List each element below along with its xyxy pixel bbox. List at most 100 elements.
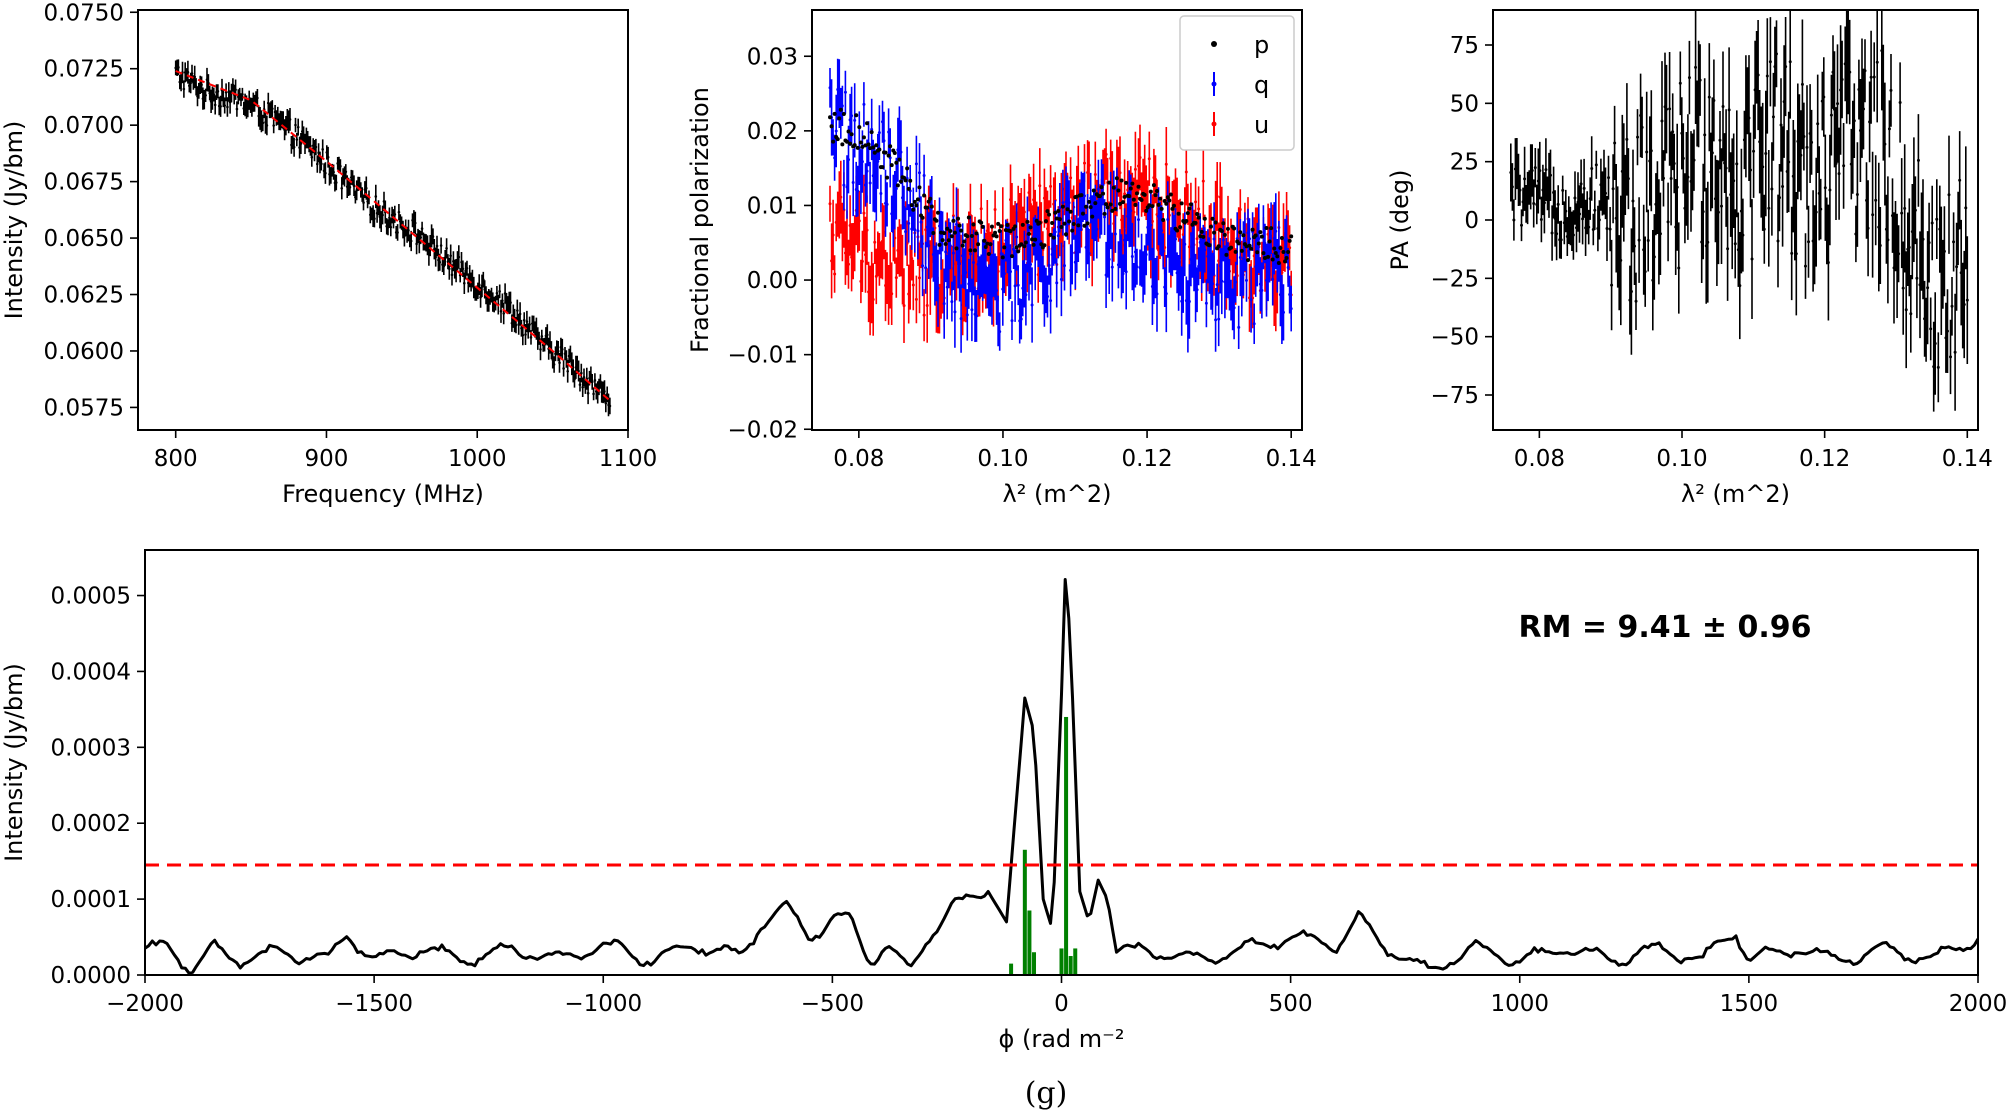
data-point xyxy=(1224,252,1229,257)
data-point xyxy=(1053,210,1058,215)
y-tick-label: 75 xyxy=(1450,33,1479,59)
data-point xyxy=(868,146,873,151)
data-point xyxy=(1148,189,1153,194)
data-point xyxy=(972,248,977,253)
data-point xyxy=(1133,202,1138,207)
data-point xyxy=(1273,251,1278,256)
y-axis-label: Intensity (Jy/bm) xyxy=(0,663,28,862)
data-point xyxy=(1080,211,1085,216)
data-point xyxy=(1108,202,1113,207)
data-point xyxy=(903,178,908,183)
data-point xyxy=(1199,229,1204,234)
data-point xyxy=(1026,231,1031,236)
x-tick-label: 0.08 xyxy=(1514,446,1565,472)
y-tick-label: 0.0002 xyxy=(51,811,131,837)
y-tick-label: 0.0575 xyxy=(44,395,124,421)
data-point xyxy=(889,163,894,168)
data-point xyxy=(1085,221,1090,226)
data-point xyxy=(1000,255,1005,260)
data-point xyxy=(1161,217,1166,222)
data-point xyxy=(1099,185,1104,190)
data-point xyxy=(1239,248,1244,253)
data-point xyxy=(1151,183,1156,188)
data-point xyxy=(1193,221,1198,226)
data-point xyxy=(1074,194,1079,199)
axes-frame xyxy=(811,9,1303,431)
y-tick-label: 0.0675 xyxy=(44,170,124,196)
data-point xyxy=(865,121,870,126)
data-point xyxy=(912,199,917,204)
data-point xyxy=(965,234,970,239)
y-axis-label: PA (deg) xyxy=(1386,170,1414,271)
data-point xyxy=(1013,224,1018,229)
data-point xyxy=(1165,195,1170,200)
data-point xyxy=(1185,211,1190,216)
data-point xyxy=(1088,205,1093,210)
data-point xyxy=(1121,200,1126,205)
x-tick-label: 1000 xyxy=(448,446,507,472)
data-point xyxy=(1102,211,1107,216)
data-point xyxy=(952,230,957,235)
data-point xyxy=(1019,242,1024,247)
y-tick-label: 0.0004 xyxy=(51,659,131,685)
data-point xyxy=(1187,206,1192,211)
x-tick-label: 0.10 xyxy=(1656,446,1707,472)
faraday-spectrum-panel: RM = 9.41 ± 0.96 −2000 −1500 −1000 −500 0 500 1… xyxy=(0,549,2007,1053)
data-point xyxy=(1043,219,1048,224)
data-point xyxy=(1124,180,1129,185)
data-point xyxy=(946,238,951,243)
data-point xyxy=(956,216,961,221)
x-tick-label: 0.14 xyxy=(1266,446,1317,472)
data-point xyxy=(951,218,956,223)
data-point xyxy=(1050,221,1055,226)
data-point xyxy=(1127,194,1132,199)
data-point xyxy=(1144,208,1149,213)
data-point xyxy=(1158,196,1163,201)
data-point xyxy=(1114,176,1119,181)
data-point xyxy=(917,185,922,190)
data-point xyxy=(837,116,842,121)
x-tick-label: 900 xyxy=(305,446,349,472)
fractional-polarization-panel: pqu 0.08 0.10 0.12 0.14 −0.02 −0.01 0.00 0.01 0.0… xyxy=(686,9,1317,508)
legend-marker-q-dot xyxy=(1211,81,1217,87)
data-point xyxy=(980,224,985,229)
series-p xyxy=(828,107,1294,265)
data-point xyxy=(1241,233,1246,238)
data-point xyxy=(831,139,836,144)
data-point xyxy=(1269,226,1274,231)
y-axis-label: Intensity (Jy/bm) xyxy=(0,121,28,320)
data-point xyxy=(858,140,863,145)
data-point xyxy=(1111,185,1116,190)
data-point xyxy=(1082,223,1087,228)
data-point xyxy=(894,160,899,165)
data-point xyxy=(935,210,940,215)
data-point xyxy=(908,178,913,183)
data-point xyxy=(1028,225,1033,230)
data-point xyxy=(1087,199,1092,204)
y-tick-label: 0.00 xyxy=(747,268,798,294)
x-tick-label: 0.10 xyxy=(977,446,1028,472)
data-point xyxy=(1104,202,1109,207)
data-point xyxy=(1210,216,1215,221)
data-point xyxy=(1212,230,1217,235)
data-point xyxy=(1002,245,1007,250)
data-point xyxy=(835,137,840,142)
clean-component-bar xyxy=(1073,948,1078,975)
data-point xyxy=(968,248,973,253)
data-point xyxy=(985,241,990,246)
data-point xyxy=(942,231,947,236)
data-point xyxy=(928,196,933,201)
data-point xyxy=(871,145,876,150)
data-point xyxy=(880,165,885,170)
data-point xyxy=(1119,178,1124,183)
data-point xyxy=(940,238,945,243)
y-tick-label: 0.0750 xyxy=(44,0,124,26)
data-point xyxy=(959,228,964,233)
polarization-angle-panel: 0.08 0.10 0.12 0.14 −75 −50 −25 0 25 50 75 λ² (m^2)… xyxy=(1386,9,1993,508)
data-point xyxy=(1056,209,1061,214)
data-point xyxy=(829,124,834,129)
x-tick-label: 800 xyxy=(154,446,198,472)
data-point xyxy=(1281,249,1286,254)
y-tick-label: −0.01 xyxy=(728,343,798,369)
data-point xyxy=(1250,227,1255,232)
